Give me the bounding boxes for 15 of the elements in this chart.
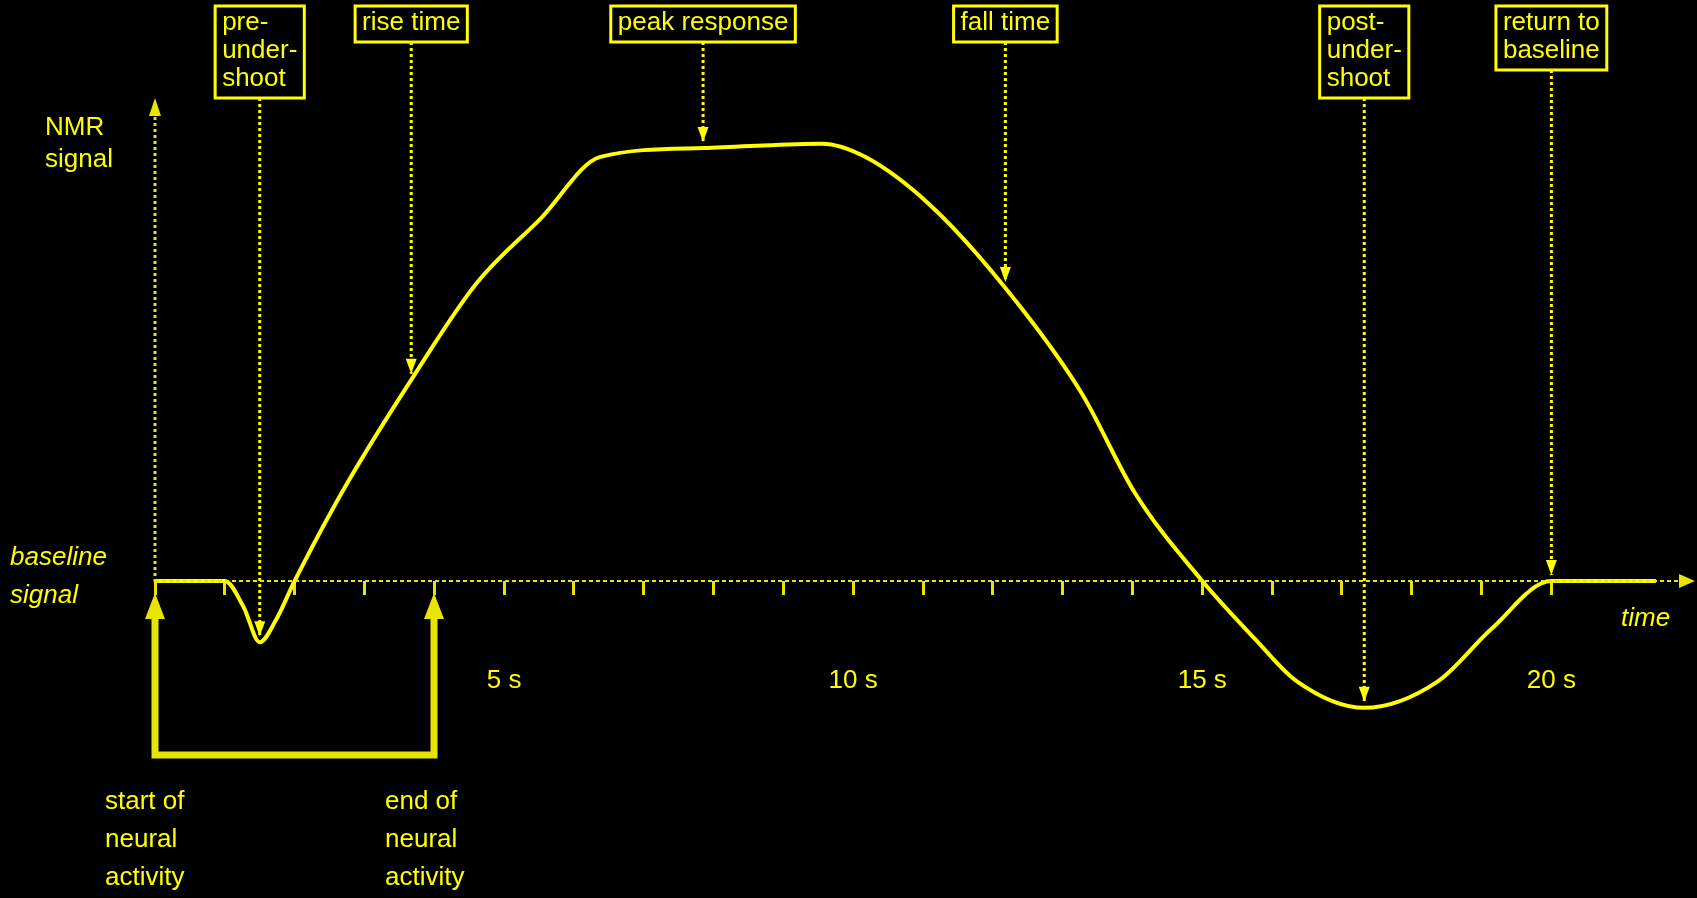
annotation: rise time bbox=[362, 6, 461, 37]
x-tick-label: 20 s bbox=[1526, 663, 1576, 694]
x-tick-label: 5 s bbox=[486, 663, 522, 694]
y-axis-title: NMR signal bbox=[45, 111, 113, 174]
text: end of neural activity bbox=[385, 785, 465, 892]
annotation: pre-under-shoot bbox=[222, 6, 298, 93]
text: baseline signal bbox=[10, 541, 107, 610]
x-tick-label: 10 s bbox=[828, 663, 878, 694]
annotation: return to baseline bbox=[1502, 6, 1600, 65]
annotation: post-under-shoot bbox=[1326, 6, 1402, 93]
x-axis-title: time bbox=[1621, 602, 1671, 633]
x-tick-label: 15 s bbox=[1177, 663, 1227, 694]
text: start of neural activity bbox=[105, 785, 186, 892]
annotation: peak response bbox=[617, 6, 789, 37]
annotation: fall time bbox=[960, 6, 1051, 37]
